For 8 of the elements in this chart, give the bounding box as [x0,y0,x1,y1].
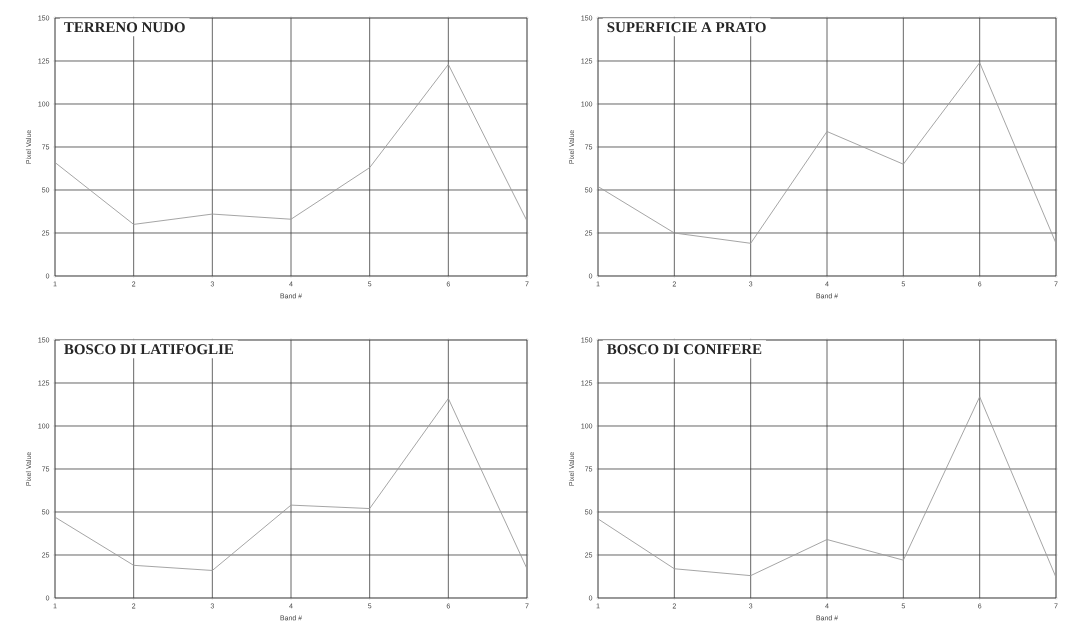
line-series [54,398,528,571]
line-series [597,396,1057,578]
line-series [54,63,528,225]
chart-title: BOSCO DI LATIFOGLIE [64,344,234,355]
chart-title: TERRENO NUDO [64,22,185,33]
chart-title: BOSCO DI CONIFERE [607,344,762,355]
chart-title: SUPERFICIE A PRATO [607,22,766,33]
line-series [597,62,1057,244]
